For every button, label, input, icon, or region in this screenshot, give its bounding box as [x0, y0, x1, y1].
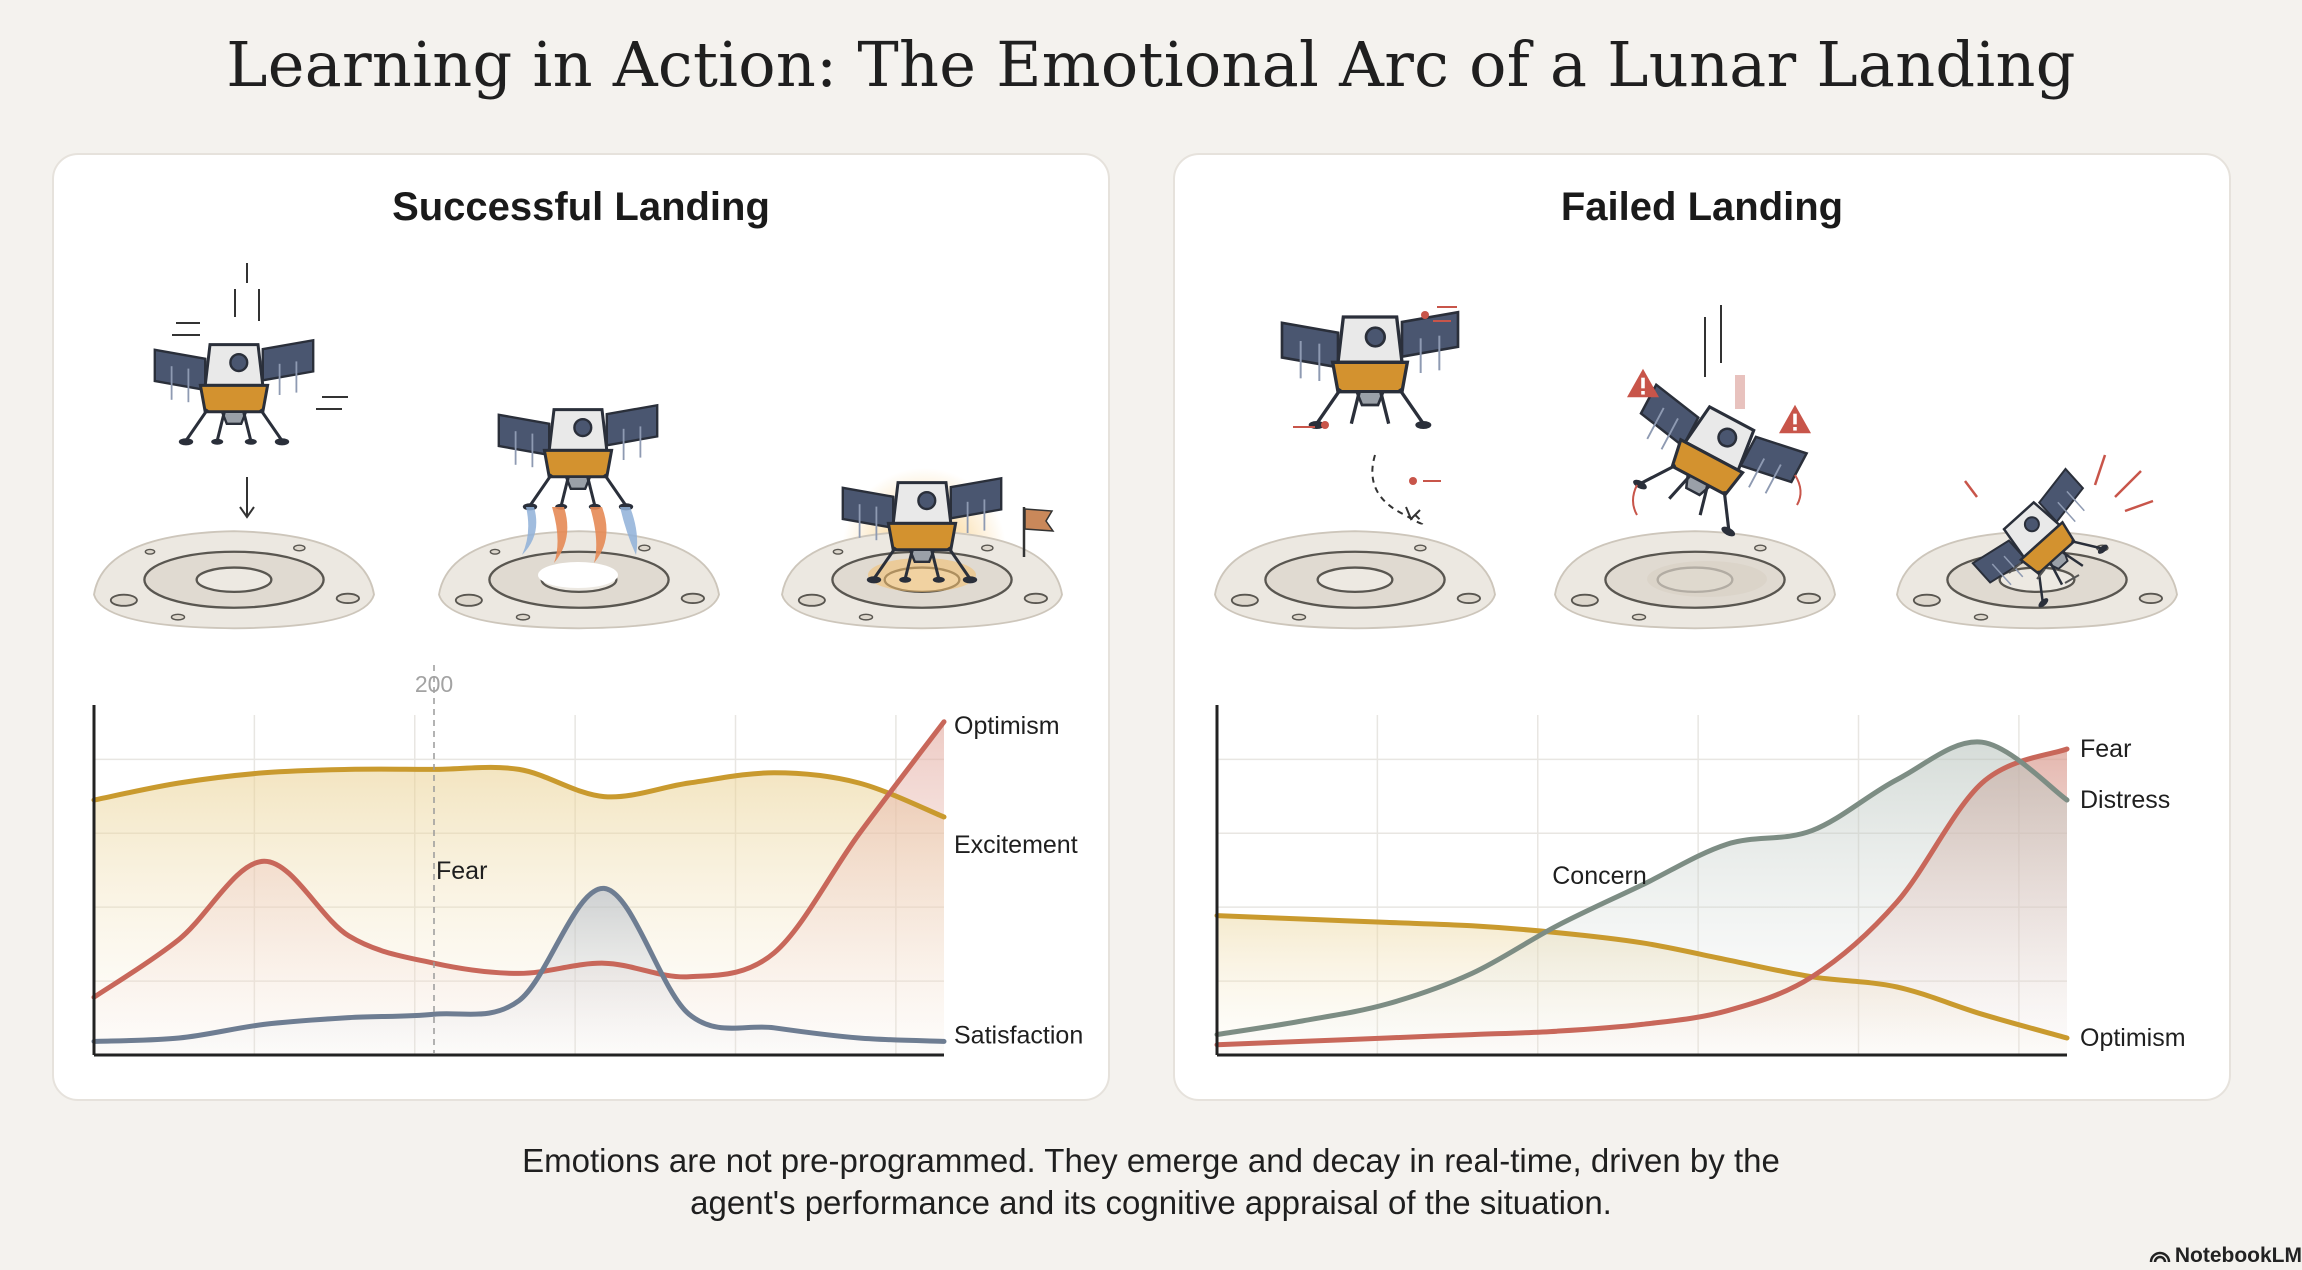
thruster-flame-icon [522, 507, 638, 563]
caption: Emotions are not pre-programmed. They em… [0, 1140, 2302, 1224]
successful-landing-chart: 200 Fear Excitement Optimism Satisfactio… [91, 665, 1083, 1057]
series-line-excitement [91, 764, 947, 820]
series-label-excitement: Excitement [954, 831, 1078, 859]
series-line-distress [1214, 739, 2070, 1038]
illustration-crashed [1895, 454, 2179, 630]
brand-name: NotebookLM [2174, 1244, 2302, 1267]
series-line-optimism [1214, 913, 2070, 1041]
lunar-lander-icon [1282, 312, 1458, 429]
illustration-tumbling [1553, 305, 1837, 630]
lunar-lander-icon [496, 403, 660, 513]
flag-icon [1022, 507, 1055, 557]
successful-landing-title: Successful Landing [392, 185, 770, 229]
concern-annotation: Concern [1552, 862, 1647, 890]
illustration-landed [780, 468, 1064, 632]
series-line-satisfaction [91, 885, 947, 1044]
illustration-approach [92, 263, 376, 630]
series-label-satisfaction: Satisfaction [954, 1021, 1083, 1049]
area-distress [1217, 741, 2067, 1055]
area-optimism [94, 721, 944, 1055]
failed-landing-svg: Concern Optimism Fear Distress [1213, 305, 2186, 1057]
series-label-distress: Distress [2080, 786, 2170, 814]
illustration-off-course [1213, 306, 1497, 630]
series-line-optimism [91, 719, 947, 1000]
notebooklm-logo-icon [2149, 1251, 2171, 1263]
series-label-fear: Fear [2080, 735, 2131, 763]
page-title: Learning in Action: The Emotional Arc of… [226, 28, 2076, 101]
series-line-fear [1214, 746, 2070, 1048]
caption-line-2: agent's performance and its cognitive ap… [690, 1184, 1612, 1221]
caption-line-1: Emotions are not pre-programmed. They em… [522, 1142, 1780, 1179]
lunar-crater-icon [1213, 530, 1497, 630]
successful-landing-svg: 200 Fear Excitement Optimism Satisfactio… [91, 263, 1083, 1057]
series-label-optimism: Optimism [2080, 1024, 2186, 1052]
successful-landing-panel: Successful Landing [52, 153, 1110, 1101]
lunar-lander-icon [1607, 373, 1809, 553]
lunar-lander-icon [153, 338, 316, 448]
time-marker-label: 200 [415, 671, 453, 697]
illustration-descent [437, 403, 721, 630]
lunar-crater-icon [92, 530, 376, 630]
warning-icon [1627, 368, 1659, 398]
brand: NotebookLM [2149, 1244, 2302, 1268]
failed-landing-panel: Failed Landing [1173, 153, 2231, 1101]
failed-landing-chart: Concern Optimism Fear Distress [1214, 705, 2186, 1057]
series-label-optimism: Optimism [954, 712, 1060, 740]
warning-icon [1779, 404, 1811, 434]
fear-annotation: Fear [436, 857, 487, 885]
failed-landing-title: Failed Landing [1560, 185, 1844, 229]
